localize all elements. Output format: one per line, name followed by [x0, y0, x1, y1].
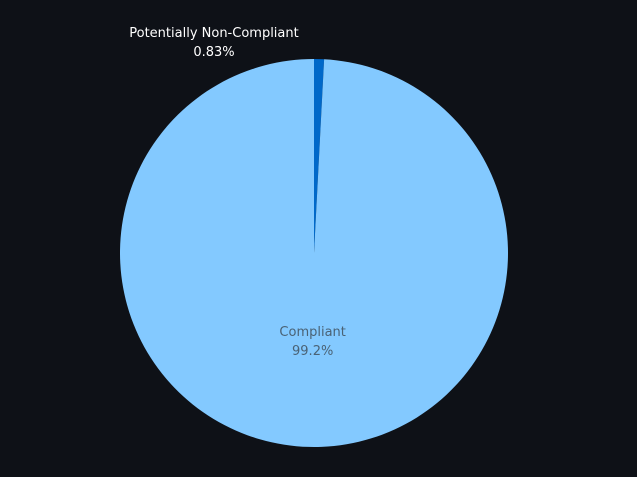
slice-label-potentially-non-compliant: Potentially Non-Compliant — [129, 26, 298, 41]
pie-slice-potentially-non-compliant[interactable] — [314, 59, 325, 253]
slice-value-label-compliant: 99.2% — [292, 344, 333, 359]
slice-value-label-potentially-non-compliant: 0.83% — [193, 45, 234, 60]
pie-slice-compliant[interactable] — [119, 59, 508, 447]
slice-label-compliant: Compliant — [279, 325, 345, 340]
